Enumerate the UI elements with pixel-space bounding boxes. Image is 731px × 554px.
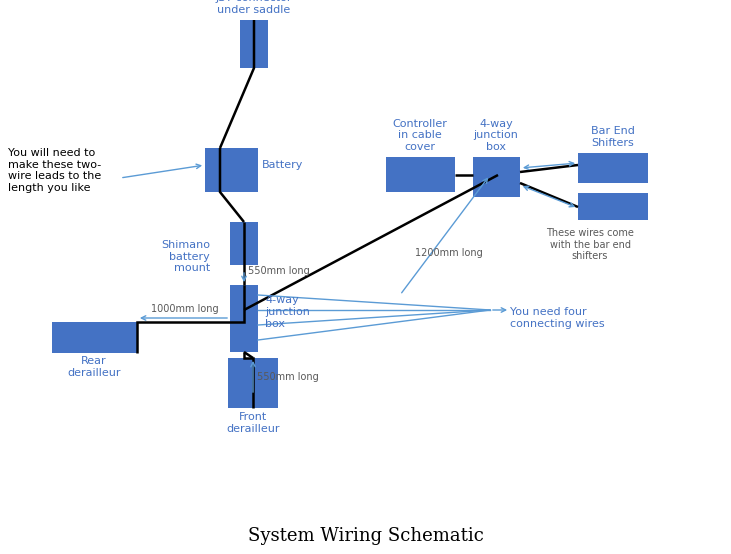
Bar: [205, 148, 258, 192]
Bar: [228, 358, 278, 408]
Text: These wires come
with the bar end
shifters: These wires come with the bar end shifte…: [546, 228, 634, 261]
Text: 4-way
junction
box: 4-way junction box: [265, 295, 310, 329]
Bar: [240, 20, 268, 68]
Bar: [230, 285, 258, 352]
Text: JST connector
under saddle: JST connector under saddle: [216, 0, 292, 15]
Bar: [578, 153, 648, 183]
Text: 1200mm long: 1200mm long: [415, 248, 482, 258]
Text: 1000mm long: 1000mm long: [151, 304, 219, 314]
Text: Rear
derailleur: Rear derailleur: [67, 356, 121, 378]
Text: 550mm long: 550mm long: [248, 266, 310, 276]
Text: 4-way
junction
box: 4-way junction box: [474, 119, 518, 152]
Text: You will need to
make these two-
wire leads to the
length you like: You will need to make these two- wire le…: [8, 148, 102, 193]
Bar: [578, 193, 648, 220]
Bar: [52, 322, 137, 353]
Text: You need four
connecting wires: You need four connecting wires: [510, 307, 605, 329]
Text: Shimano
battery
mount: Shimano battery mount: [161, 240, 210, 273]
Text: Bar End
Shifters: Bar End Shifters: [591, 126, 635, 148]
Text: Controller
in cable
cover: Controller in cable cover: [393, 119, 447, 152]
Text: 550mm long: 550mm long: [257, 372, 319, 382]
Text: System Wiring Schematic: System Wiring Schematic: [248, 527, 483, 545]
Text: Front
derailleur: Front derailleur: [227, 412, 280, 434]
Bar: [230, 222, 258, 265]
Text: Battery: Battery: [262, 160, 303, 170]
Bar: [473, 157, 520, 197]
Bar: [386, 157, 455, 192]
